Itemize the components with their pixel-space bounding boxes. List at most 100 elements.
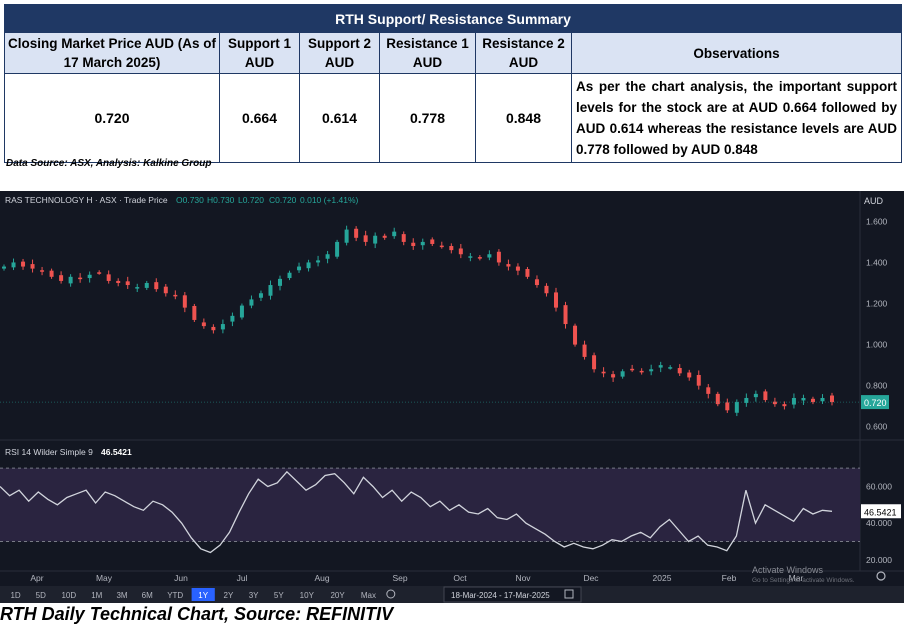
candle [620,371,625,377]
header-closing-price: Closing Market Price AUD (As of 17 March… [4,32,220,74]
ohlc-h: H0.730 [207,195,235,205]
timeframe-5d[interactable]: 5D [36,591,46,600]
date-range-box[interactable] [443,586,582,603]
price-axis-label: 1.000 [866,340,888,350]
time-axis-label: Aug [314,573,329,583]
timeframe-5y[interactable]: 5Y [274,591,284,600]
timeframe-1y[interactable]: 1Y [198,591,208,600]
candle [830,395,834,403]
calendar-icon[interactable] [564,589,574,599]
last-price-label: 0.720 [864,398,887,408]
candle [21,261,26,267]
price-axis-label: 0.600 [866,422,888,432]
rsi-band [0,468,860,542]
candle [515,266,520,271]
timeframe-active-bg [191,588,215,601]
compare-icon[interactable] [386,589,396,599]
price-chart-panel[interactable]: 1.600 1.400 1.200 1.000 0.800 0.600 60.000 40.0… [0,191,904,603]
candle [30,264,35,269]
timeframe-3y[interactable]: 3Y [249,591,259,600]
timeframe-1m[interactable]: 1M [91,591,102,600]
rsi-line [0,470,833,554]
candle [116,280,121,283]
rsi-axis-label: 20.000 [866,555,892,565]
candle [297,266,302,271]
candle [278,278,282,286]
time-axis-label: 2025 [653,573,672,583]
candle [201,322,206,327]
timeframe-6m[interactable]: 6M [142,591,153,600]
candle [810,398,815,403]
candle [144,282,149,288]
candle [401,234,406,242]
candle [40,270,45,272]
candle [316,260,321,263]
time-axis-label: Sep [392,573,407,583]
candle [68,276,73,284]
candle [820,397,825,402]
candle [239,305,244,318]
candle [801,397,806,401]
candle [306,262,311,269]
candle [592,355,597,370]
candle [611,374,616,378]
candle [582,344,587,357]
candle [573,325,578,345]
candle [439,245,444,248]
time-axis-label: Jun [174,573,188,583]
timeframe-10y[interactable]: 10Y [300,591,315,600]
value-support-1: 0.664 [219,73,300,163]
candle [230,315,235,322]
candle [449,246,454,251]
candle [59,275,64,281]
chart-canvas[interactable]: 1.600 1.400 1.200 1.000 0.800 0.600 60.000 40.0… [0,191,904,603]
gear-icon[interactable] [876,571,886,581]
chart-caption: RTH Daily Technical Chart, Source: REFIN… [0,604,394,624]
ohlc-l: L0.720 [238,195,264,205]
candle [430,239,435,244]
candle [344,229,349,243]
candle [163,286,168,294]
rsi-value-tag [861,504,901,519]
candle [554,292,558,308]
timeframe-10d[interactable]: 10D [61,591,76,600]
currency-label[interactable]: AUD [864,196,884,206]
candle [715,393,720,405]
time-axis-label: Jul [237,573,248,583]
candle [649,369,654,372]
timeframe-max[interactable]: Max [361,591,376,600]
timeframe-20y[interactable]: 20Y [330,591,345,600]
candle [220,324,225,330]
candle [268,285,273,296]
timeframe-3m[interactable]: 3M [116,591,127,600]
candle [658,365,663,368]
timeframe-2y[interactable]: 2Y [224,591,234,600]
price-axis-label: 1.200 [866,299,888,309]
rsi-legend: RSI 14 Wilder Simple 9 [5,447,93,457]
rsi-value-label: 46.5421 [864,507,897,517]
candle [458,248,463,255]
data-source-note: Data Source: ASX, Analysis: Kalkine Grou… [6,158,212,169]
candle [373,235,378,244]
candle [744,397,749,403]
candle [772,401,777,405]
timeframe-1d[interactable]: 1D [10,591,20,600]
candle [11,262,16,268]
candle [706,387,711,394]
candle [211,326,216,331]
candle [420,241,425,246]
candle [696,374,701,386]
table-title: RTH Support/ Resistance Summary [3,4,903,33]
candle [258,293,263,298]
candle [753,393,758,398]
candle [363,235,368,242]
value-closing-price: 0.720 [4,73,220,163]
watermark-subtitle: Go to Settings to activate Windows. [752,577,855,584]
candle [725,402,730,411]
candle [173,294,178,297]
candle [182,295,187,308]
header-observations: Observations [570,32,903,74]
timeframe-ytd[interactable]: YTD [167,591,183,600]
candle [791,397,796,405]
price-axis-label: 1.600 [866,216,888,226]
